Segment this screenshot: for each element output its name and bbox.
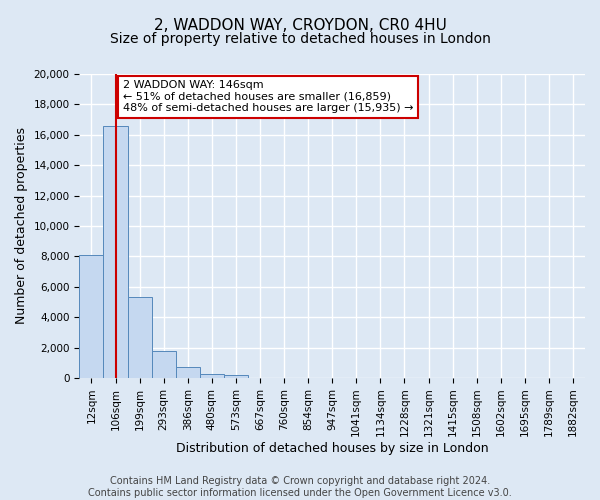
Text: 2, WADDON WAY, CROYDON, CR0 4HU: 2, WADDON WAY, CROYDON, CR0 4HU — [154, 18, 446, 32]
Text: Size of property relative to detached houses in London: Size of property relative to detached ho… — [110, 32, 490, 46]
Bar — [224, 375, 248, 378]
Bar — [200, 374, 224, 378]
Bar — [103, 126, 128, 378]
Bar — [79, 255, 103, 378]
Bar — [152, 350, 176, 378]
X-axis label: Distribution of detached houses by size in London: Distribution of detached houses by size … — [176, 442, 488, 455]
Bar — [128, 298, 152, 378]
Text: Contains HM Land Registry data © Crown copyright and database right 2024.
Contai: Contains HM Land Registry data © Crown c… — [88, 476, 512, 498]
Bar — [176, 366, 200, 378]
Text: 2 WADDON WAY: 146sqm
← 51% of detached houses are smaller (16,859)
48% of semi-d: 2 WADDON WAY: 146sqm ← 51% of detached h… — [123, 80, 413, 114]
Y-axis label: Number of detached properties: Number of detached properties — [15, 128, 28, 324]
